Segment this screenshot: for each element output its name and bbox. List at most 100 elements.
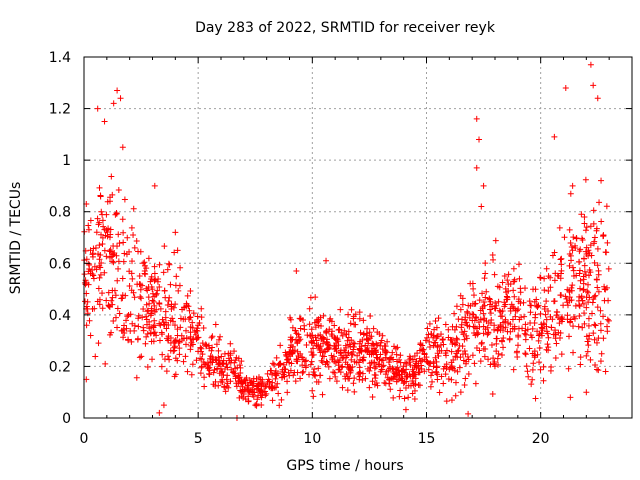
data-point bbox=[158, 363, 165, 370]
data-point bbox=[397, 387, 404, 394]
data-point bbox=[149, 286, 156, 293]
data-point bbox=[103, 297, 110, 304]
data-point bbox=[580, 276, 587, 283]
data-point bbox=[497, 313, 504, 320]
data-point bbox=[591, 238, 598, 245]
data-point bbox=[583, 294, 590, 301]
data-point bbox=[436, 389, 443, 396]
data-point bbox=[82, 298, 89, 305]
x-tick-label: 10 bbox=[303, 431, 321, 447]
data-point bbox=[101, 226, 108, 233]
data-point bbox=[458, 324, 465, 331]
data-point bbox=[106, 234, 113, 241]
data-point bbox=[389, 349, 396, 356]
data-point bbox=[507, 305, 514, 312]
data-point bbox=[373, 354, 380, 361]
data-point bbox=[603, 203, 610, 210]
data-point bbox=[210, 369, 217, 376]
data-point bbox=[379, 346, 386, 353]
data-point bbox=[359, 376, 366, 383]
data-point bbox=[555, 314, 562, 321]
data-point bbox=[586, 249, 593, 256]
data-point bbox=[84, 305, 91, 312]
data-point bbox=[440, 336, 447, 343]
data-point bbox=[172, 229, 179, 236]
data-point bbox=[596, 199, 603, 206]
data-point bbox=[110, 100, 117, 107]
data-point bbox=[477, 307, 484, 314]
data-point bbox=[533, 296, 540, 303]
data-point bbox=[90, 275, 97, 282]
data-point bbox=[534, 351, 541, 358]
data-point bbox=[129, 258, 136, 265]
data-point bbox=[206, 364, 213, 371]
data-point bbox=[581, 268, 588, 275]
data-point bbox=[500, 335, 507, 342]
data-point bbox=[504, 277, 511, 284]
data-point bbox=[501, 299, 508, 306]
data-point bbox=[600, 313, 607, 320]
data-point bbox=[253, 383, 260, 390]
data-point bbox=[170, 348, 177, 355]
data-point bbox=[540, 363, 547, 370]
data-point bbox=[440, 380, 447, 387]
data-point bbox=[463, 335, 470, 342]
data-point bbox=[90, 245, 97, 252]
data-point bbox=[212, 321, 219, 328]
data-point bbox=[184, 292, 191, 299]
data-point bbox=[191, 328, 198, 335]
data-point bbox=[544, 341, 551, 348]
data-point bbox=[459, 316, 466, 323]
data-point bbox=[401, 395, 408, 402]
data-point bbox=[463, 319, 470, 326]
data-point bbox=[223, 376, 230, 383]
data-point bbox=[473, 164, 480, 171]
data-point bbox=[246, 377, 253, 384]
data-point bbox=[413, 364, 420, 371]
data-point bbox=[323, 358, 330, 365]
data-point bbox=[308, 326, 315, 333]
data-point bbox=[579, 324, 586, 331]
data-point bbox=[441, 363, 448, 370]
data-point bbox=[505, 320, 512, 327]
data-point bbox=[110, 318, 117, 325]
data-point bbox=[532, 395, 539, 402]
data-point bbox=[131, 322, 138, 329]
data-point bbox=[360, 354, 367, 361]
data-point bbox=[182, 353, 189, 360]
data-point bbox=[99, 305, 106, 312]
data-point bbox=[308, 348, 315, 355]
y-tick-label: 0 bbox=[62, 411, 71, 427]
data-point bbox=[569, 282, 576, 289]
data-point bbox=[136, 273, 143, 280]
data-point bbox=[176, 351, 183, 358]
data-point bbox=[461, 328, 468, 335]
data-point bbox=[182, 316, 189, 323]
data-point bbox=[99, 290, 106, 297]
data-point bbox=[585, 342, 592, 349]
data-point bbox=[177, 324, 184, 331]
data-point bbox=[331, 322, 338, 329]
data-point bbox=[310, 345, 317, 352]
data-point bbox=[114, 277, 121, 284]
data-point bbox=[272, 384, 279, 391]
data-point bbox=[142, 340, 149, 347]
data-point bbox=[481, 275, 488, 282]
data-point bbox=[144, 321, 151, 328]
data-point bbox=[479, 303, 486, 310]
data-point bbox=[451, 326, 458, 333]
data-point bbox=[390, 373, 397, 380]
data-point bbox=[89, 251, 96, 258]
data-point bbox=[422, 337, 429, 344]
data-point bbox=[399, 368, 406, 375]
data-point bbox=[428, 372, 435, 379]
data-point bbox=[248, 388, 255, 395]
data-point bbox=[313, 337, 320, 344]
data-point bbox=[548, 324, 555, 331]
data-point bbox=[286, 351, 293, 358]
data-point bbox=[217, 365, 224, 372]
data-point bbox=[145, 284, 152, 291]
data-point bbox=[581, 320, 588, 327]
data-point bbox=[242, 396, 249, 403]
data-point bbox=[308, 339, 315, 346]
